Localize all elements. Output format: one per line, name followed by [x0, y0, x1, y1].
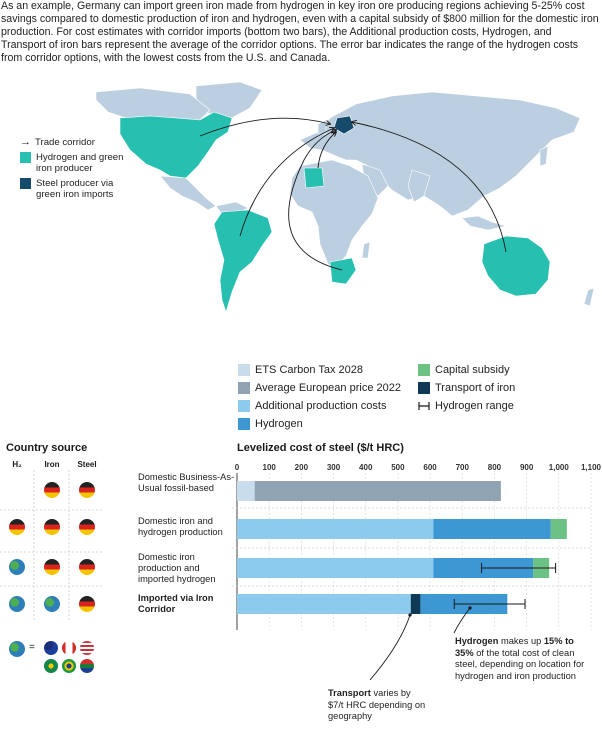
transport-annotation: Transport varies by $7/t HRC depending o…: [328, 688, 426, 721]
corridor-brazil: [239, 128, 334, 237]
canada-flag-icon: [62, 641, 76, 655]
germany-flag-icon: [79, 559, 95, 575]
bar-additional: [237, 558, 434, 578]
x-tick-label: 900: [520, 463, 534, 472]
south-africa-flag-icon: [80, 659, 94, 673]
country-source-title: Country source: [6, 442, 88, 454]
mauritania: [303, 167, 325, 189]
bar-ets: [237, 481, 255, 501]
australia: [481, 235, 551, 297]
australia-flag-icon: [44, 641, 58, 655]
legend-range: Hydrogen range: [418, 400, 514, 412]
row-label-bau: Domestic Business-As-Usual fossil-based: [138, 472, 235, 493]
range-icon: [418, 402, 430, 410]
germany-flag-icon: [79, 596, 95, 612]
bar-chart: 0 100 200 300 400 500 600 700 800 900 1,000 1,100: [232, 463, 602, 630]
x-tick-label: 800: [488, 463, 502, 472]
mauritania-flag-icon: [44, 659, 58, 673]
japan: [539, 145, 549, 167]
legend-avg-eu: Average European price 2022: [238, 382, 401, 394]
x-tick-label: 500: [391, 463, 405, 472]
globe-icon: [9, 596, 25, 612]
row-label-corridor: Imported via Iron Corridor: [138, 593, 214, 614]
germany-flag-icon: [79, 519, 95, 535]
arrow-icon: →: [20, 136, 31, 148]
bar-additional: [237, 594, 411, 614]
x-tick-label: 100: [263, 463, 277, 472]
world-map: [95, 81, 595, 313]
germany: [333, 115, 355, 135]
globe-icon: [9, 559, 25, 575]
corridor-mauritania: [317, 132, 336, 169]
india: [407, 169, 431, 203]
x-tick-label: 1,100: [581, 463, 602, 472]
bar-capital: [550, 519, 567, 539]
usa-flag-icon: [80, 641, 94, 655]
uk: [317, 119, 327, 135]
x-tick-label: 200: [295, 463, 309, 472]
row-label-imported-h2: Domestic iron production and imported hy…: [138, 552, 216, 584]
bar-additional: [237, 519, 434, 539]
germany-flag-icon: [44, 482, 60, 498]
legend-ets: ETS Carbon Tax 2028: [238, 364, 363, 376]
source-grid: [0, 470, 104, 620]
map-legend: → Trade corridor Hydrogen and green iron…: [20, 137, 136, 204]
germany-flag-icon: [9, 519, 25, 535]
annotation-leaders: [369, 606, 472, 681]
bar-avg_eu: [254, 481, 501, 501]
hydrogen-annotation: Hydrogen makes up 15% to 35% of the tota…: [455, 636, 585, 681]
south-africa: [329, 257, 357, 285]
legend-hydrogen-producer: Hydrogen and green iron producer: [20, 152, 136, 174]
x-tick-label: 600: [423, 463, 437, 472]
row-label-domestic: Domestic iron and hydrogen production: [138, 516, 223, 537]
hydrogen-leader: [453, 607, 471, 634]
brazil-flag-icon: [62, 659, 76, 673]
central-america: [159, 175, 217, 211]
germany-flag-icon: [79, 482, 95, 498]
bar-hydrogen: [433, 519, 551, 539]
intro-text: As an example, Germany can import green …: [1, 0, 599, 64]
eurasia: [299, 91, 581, 217]
brazil: [213, 209, 273, 313]
x-tick-label: 1,000: [549, 463, 570, 472]
teal-swatch: [20, 152, 31, 163]
legend-trade-corridor: → Trade corridor: [20, 136, 95, 149]
indonesia: [461, 215, 507, 231]
globe-icon: [9, 641, 25, 657]
col-h2: H₂: [12, 460, 22, 469]
x-tick-label: 700: [456, 463, 470, 472]
col-iron: Iron: [44, 460, 60, 469]
x-tick-label: 300: [327, 463, 341, 472]
legend-hydrogen: Hydrogen: [238, 418, 303, 430]
legend-additional: Additional production costs: [238, 400, 386, 412]
chart-title: Levelized cost of steel ($/t HRC): [237, 442, 404, 454]
corridor-north-america: [199, 117, 330, 137]
legend-capital: Capital subsidy: [418, 364, 510, 376]
transport-leader-dot: [408, 613, 412, 617]
x-tick-label: 400: [359, 463, 373, 472]
germany-flag-icon: [44, 559, 60, 575]
hydrogen-leader-dot: [468, 606, 472, 610]
globe-icon: [44, 596, 60, 612]
navy-swatch: [20, 178, 31, 189]
legend-steel-producer: Steel producer via green iron imports: [20, 178, 136, 200]
corridor-australia: [352, 122, 507, 253]
transport-leader: [369, 614, 411, 681]
x-tick-label: 0: [235, 463, 240, 472]
new-zealand: [583, 287, 595, 307]
usa-canada: [119, 111, 233, 179]
equals-sign: =: [29, 642, 35, 653]
corridor-south-africa: [288, 130, 343, 271]
north-america-north: [95, 87, 211, 121]
legend-transport: Transport of iron: [418, 382, 515, 394]
col-steel: Steel: [77, 460, 97, 469]
germany-flag-icon: [44, 519, 60, 535]
bar-transport: [410, 594, 421, 614]
madagascar: [361, 241, 371, 259]
